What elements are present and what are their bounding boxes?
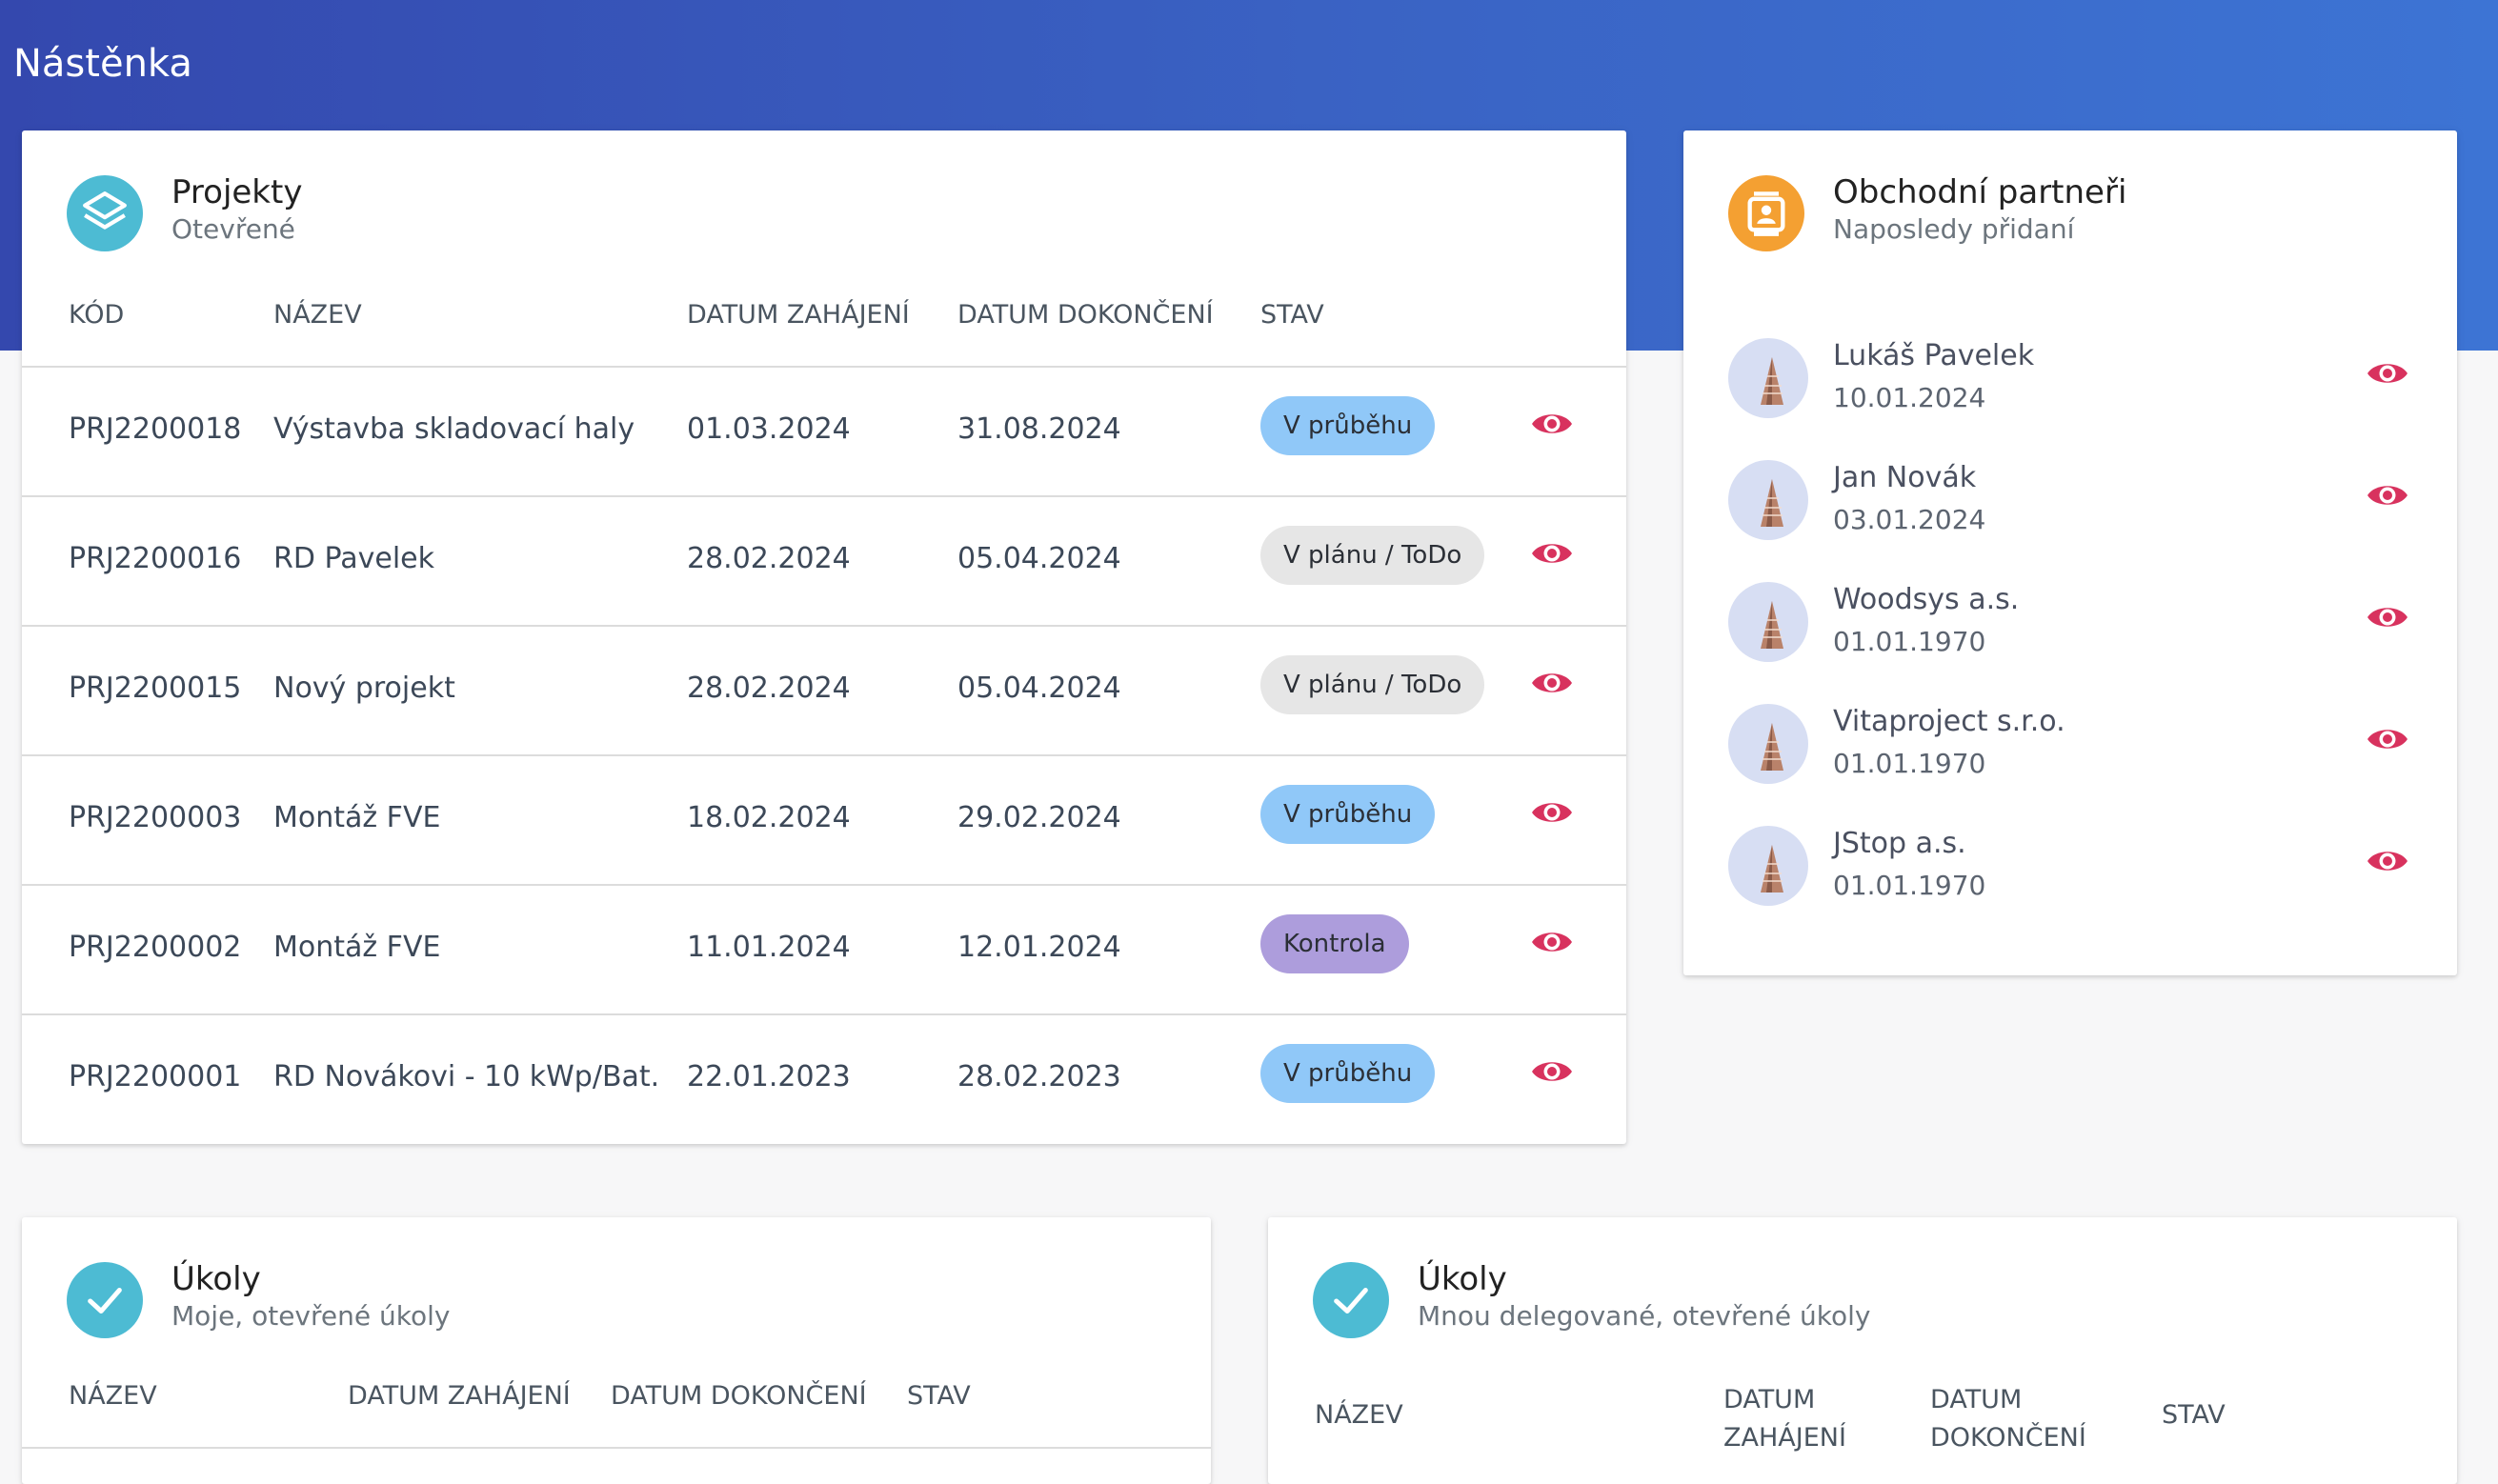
check-icon — [67, 1262, 143, 1338]
card-subtitle: Otevřené — [171, 213, 295, 245]
project-end: 12.01.2024 — [957, 931, 1121, 964]
page-title: Nástěnka — [13, 42, 192, 86]
column-header-end-line1: DATUM — [1930, 1385, 2023, 1414]
row-divider — [22, 884, 1626, 886]
status-badge: V průběhu — [1260, 785, 1436, 844]
project-end: 05.04.2024 — [957, 542, 1121, 575]
eye-icon[interactable] — [1530, 669, 1574, 697]
project-start: 28.02.2024 — [687, 542, 851, 575]
avatar — [1728, 826, 1808, 906]
project-name: Montáž FVE — [273, 931, 441, 964]
eye-icon[interactable] — [2366, 725, 2409, 753]
eye-icon[interactable] — [1530, 798, 1574, 827]
contact-card-icon — [1728, 175, 1804, 251]
header-divider — [22, 1447, 1211, 1449]
project-start: 22.01.2023 — [687, 1060, 851, 1093]
eye-icon[interactable] — [1530, 1057, 1574, 1086]
eye-icon[interactable] — [1530, 928, 1574, 956]
status-badge: V plánu / ToDo — [1260, 526, 1485, 585]
partner-name: Woodsys a.s. — [1833, 583, 2020, 616]
partner-date: 01.01.1970 — [1833, 626, 1986, 657]
card-title: Projekty — [171, 173, 303, 211]
project-end: 28.02.2023 — [957, 1060, 1121, 1093]
card-subtitle: Naposledy přidaní — [1833, 213, 2075, 245]
project-code: PRJ2200016 — [69, 542, 242, 575]
project-name: Nový projekt — [273, 672, 455, 705]
column-header-status[interactable]: STAV — [2162, 1400, 2226, 1430]
column-header-name[interactable]: NÁZEV — [1315, 1400, 1403, 1430]
partner-date: 01.01.1970 — [1833, 748, 1986, 779]
project-start: 28.02.2024 — [687, 672, 851, 705]
partner-name: JStop a.s. — [1833, 827, 1966, 860]
check-icon — [1313, 1262, 1389, 1338]
card-subtitle: Moje, otevřené úkoly — [171, 1300, 451, 1332]
status-badge: Kontrola — [1260, 914, 1409, 973]
avatar — [1728, 338, 1808, 418]
column-header-status[interactable]: STAV — [1260, 300, 1324, 330]
column-header-start[interactable]: DATUM ZAHÁJENÍ — [348, 1381, 571, 1411]
partner-name: Lukáš Pavelek — [1833, 339, 2035, 372]
project-start: 01.03.2024 — [687, 412, 851, 446]
partner-date: 01.01.1970 — [1833, 870, 1986, 901]
partner-name: Jan Novák — [1833, 461, 1977, 494]
project-name: Výstavba skladovací haly — [273, 412, 635, 446]
project-code: PRJ2200018 — [69, 412, 242, 446]
partner-name: Vitaproject s.r.o. — [1833, 705, 2065, 738]
project-name: Montáž FVE — [273, 801, 441, 834]
layers-icon — [67, 175, 143, 251]
projects-card: Projekty Otevřené KÓD NÁZEV DATUM ZAHÁJE… — [22, 130, 1626, 1144]
tasks-delegated-card: Úkoly Mnou delegované, otevřené úkoly NÁ… — [1268, 1217, 2457, 1484]
card-title: Úkoly — [1418, 1260, 1507, 1298]
column-header-start-line2: ZAHÁJENÍ — [1723, 1423, 1846, 1453]
avatar — [1728, 582, 1808, 662]
project-start: 18.02.2024 — [687, 801, 851, 834]
column-header-end[interactable]: DATUM DOKONČENÍ — [1930, 1381, 2086, 1457]
column-header-code[interactable]: KÓD — [69, 300, 125, 330]
status-badge: V průběhu — [1260, 396, 1436, 455]
column-header-status[interactable]: STAV — [907, 1381, 971, 1411]
project-start: 11.01.2024 — [687, 931, 851, 964]
row-divider — [22, 495, 1626, 497]
row-divider — [22, 1013, 1626, 1015]
column-header-name[interactable]: NÁZEV — [69, 1381, 157, 1411]
eye-icon[interactable] — [2366, 603, 2409, 632]
partners-card: Obchodní partneři Naposledy přidaní Luká… — [1683, 130, 2457, 975]
header-divider — [22, 366, 1626, 368]
project-name: RD Novákovi - 10 kWp/Bat. — [273, 1060, 660, 1093]
project-code: PRJ2200002 — [69, 931, 242, 964]
eye-icon[interactable] — [1530, 539, 1574, 568]
card-title: Obchodní partneři — [1833, 173, 2127, 211]
column-header-end-line2: DOKONČENÍ — [1930, 1423, 2086, 1453]
row-divider — [22, 625, 1626, 627]
project-end: 29.02.2024 — [957, 801, 1121, 834]
column-header-end[interactable]: DATUM DOKONČENÍ — [611, 1381, 867, 1411]
column-header-start-line1: DATUM — [1723, 1385, 1816, 1414]
eye-icon[interactable] — [2366, 359, 2409, 388]
project-code: PRJ2200015 — [69, 672, 242, 705]
eye-icon[interactable] — [1530, 410, 1574, 438]
card-title: Úkoly — [171, 1260, 261, 1298]
status-badge: V plánu / ToDo — [1260, 655, 1485, 714]
card-subtitle: Mnou delegované, otevřené úkoly — [1418, 1300, 1871, 1332]
project-end: 05.04.2024 — [957, 672, 1121, 705]
partner-date: 10.01.2024 — [1833, 382, 1986, 413]
column-header-start[interactable]: DATUM ZAHÁJENÍ — [1723, 1381, 1846, 1457]
column-header-name[interactable]: NÁZEV — [273, 300, 362, 330]
project-name: RD Pavelek — [273, 542, 434, 575]
row-divider — [22, 754, 1626, 756]
eye-icon[interactable] — [2366, 481, 2409, 510]
column-header-start[interactable]: DATUM ZAHÁJENÍ — [687, 300, 910, 330]
column-header-end[interactable]: DATUM DOKONČENÍ — [957, 300, 1214, 330]
project-code: PRJ2200001 — [69, 1060, 242, 1093]
tasks-mine-card: Úkoly Moje, otevřené úkoly NÁZEV DATUM Z… — [22, 1217, 1211, 1484]
avatar — [1728, 460, 1808, 540]
eye-icon[interactable] — [2366, 847, 2409, 875]
status-badge: V průběhu — [1260, 1044, 1436, 1103]
avatar — [1728, 704, 1808, 784]
project-code: PRJ2200003 — [69, 801, 242, 834]
project-end: 31.08.2024 — [957, 412, 1121, 446]
partner-date: 03.01.2024 — [1833, 504, 1986, 535]
